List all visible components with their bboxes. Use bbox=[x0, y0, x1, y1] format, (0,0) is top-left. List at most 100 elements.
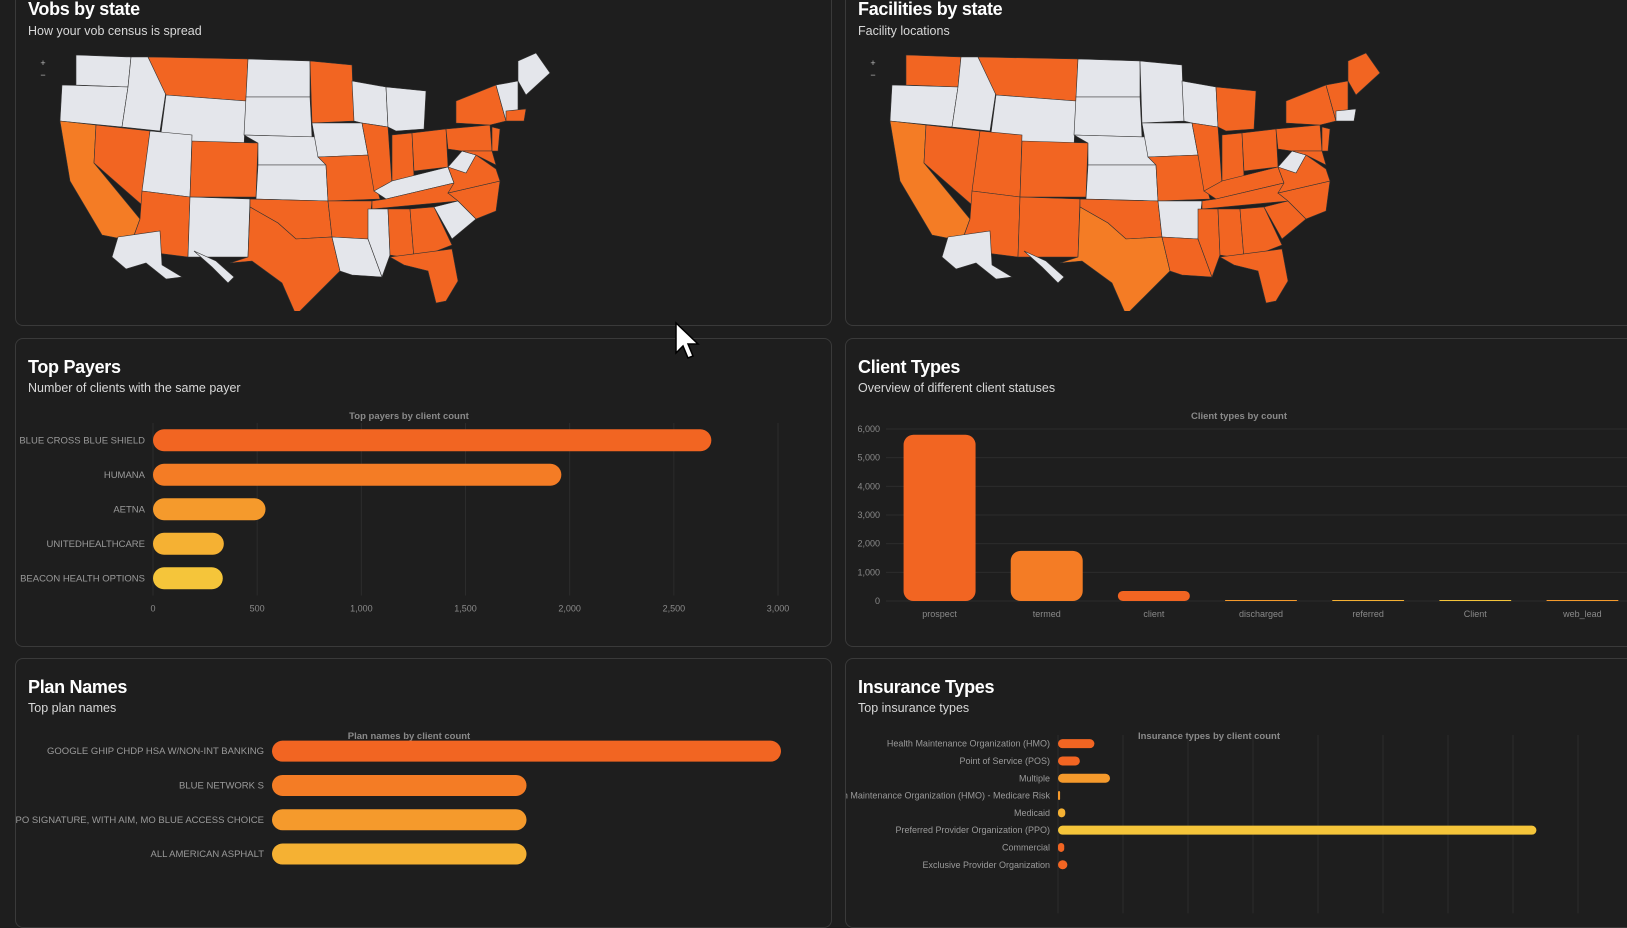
state-oh[interactable] bbox=[1241, 128, 1279, 172]
y-category-label: Exclusive Provider Organization bbox=[922, 860, 1050, 870]
state-in[interactable] bbox=[391, 132, 415, 182]
x-category-label: referred bbox=[1352, 609, 1384, 619]
state-la[interactable] bbox=[1161, 236, 1213, 278]
bar bbox=[903, 434, 976, 601]
state-md[interactable] bbox=[1291, 150, 1327, 166]
state-sd[interactable] bbox=[243, 96, 313, 138]
state-wi[interactable] bbox=[1181, 80, 1219, 128]
state-wa[interactable] bbox=[905, 54, 962, 88]
bar bbox=[1058, 860, 1068, 870]
state-ma[interactable] bbox=[505, 108, 527, 122]
state-me[interactable] bbox=[1347, 52, 1381, 96]
x-tick-label: 1,000 bbox=[350, 604, 373, 614]
zoom-in-button[interactable]: + bbox=[40, 58, 46, 68]
state-nm[interactable] bbox=[187, 196, 251, 258]
state-ny[interactable] bbox=[455, 84, 507, 126]
bar bbox=[272, 774, 527, 796]
state-sd[interactable] bbox=[1073, 96, 1143, 138]
chart-title: Insurance types by client count bbox=[1138, 731, 1281, 742]
state-al[interactable] bbox=[387, 208, 415, 260]
x-category-label: discharged bbox=[1239, 609, 1283, 619]
state-mo[interactable] bbox=[1147, 154, 1211, 202]
state-mn[interactable] bbox=[309, 60, 355, 124]
top-payers-card: Top Payers Number of clients with the sa… bbox=[15, 338, 832, 647]
bar bbox=[272, 809, 527, 831]
state-ks[interactable] bbox=[1085, 164, 1159, 202]
state-in[interactable] bbox=[1221, 132, 1245, 182]
state-al[interactable] bbox=[1217, 208, 1245, 260]
state-nm[interactable] bbox=[1017, 196, 1081, 258]
state-hi[interactable] bbox=[193, 250, 235, 284]
state-nj[interactable] bbox=[491, 126, 501, 152]
state-tx[interactable] bbox=[229, 206, 341, 311]
state-mi[interactable] bbox=[1215, 86, 1257, 132]
y-tick-label: 0 bbox=[875, 596, 880, 606]
state-nd[interactable] bbox=[1075, 58, 1141, 98]
state-la[interactable] bbox=[331, 236, 383, 278]
vobs-by-state-card: Vobs by state How your vob census is spr… bbox=[15, 0, 832, 326]
state-ia[interactable] bbox=[311, 122, 369, 158]
state-ut[interactable] bbox=[971, 130, 1023, 198]
state-ak[interactable] bbox=[941, 230, 1013, 280]
state-ia[interactable] bbox=[1141, 122, 1199, 158]
state-mo[interactable] bbox=[317, 154, 381, 202]
state-ma[interactable] bbox=[1335, 108, 1357, 122]
zoom-out-button[interactable]: − bbox=[40, 70, 46, 80]
state-fl[interactable] bbox=[389, 248, 459, 304]
state-ar[interactable] bbox=[327, 200, 373, 240]
client-types-subtitle: Overview of different client statuses bbox=[858, 381, 1056, 395]
state-ks[interactable] bbox=[255, 164, 329, 202]
bar bbox=[1332, 600, 1405, 601]
us-map-facilities[interactable] bbox=[886, 51, 1406, 311]
bar bbox=[272, 843, 527, 865]
state-hi[interactable] bbox=[1023, 250, 1065, 284]
state-md[interactable] bbox=[461, 150, 497, 166]
y-tick-label: 6,000 bbox=[857, 424, 880, 434]
insurance-types-card: Insurance Types Top insurance types Insu… bbox=[845, 658, 1627, 928]
vobs-title: Vobs by state bbox=[28, 0, 140, 19]
x-tick-label: 1,500 bbox=[454, 604, 477, 614]
facilities-subtitle: Facility locations bbox=[858, 24, 950, 38]
state-ny[interactable] bbox=[1285, 84, 1337, 126]
zoom-in-button[interactable]: + bbox=[870, 58, 876, 68]
state-wi[interactable] bbox=[351, 80, 389, 128]
state-co[interactable] bbox=[189, 140, 259, 198]
state-ms[interactable] bbox=[1197, 208, 1221, 278]
state-mi[interactable] bbox=[385, 86, 427, 132]
state-oh[interactable] bbox=[411, 128, 449, 172]
state-mn[interactable] bbox=[1139, 60, 1185, 124]
state-pa[interactable] bbox=[445, 124, 493, 152]
state-or[interactable] bbox=[889, 84, 959, 128]
chart-title: Top payers by client count bbox=[349, 411, 469, 422]
state-wa[interactable] bbox=[75, 54, 132, 88]
bar bbox=[153, 567, 223, 590]
us-map-vobs[interactable] bbox=[56, 51, 576, 311]
plan-names-chart: Plan names by client count GOOGLE GHIP CH… bbox=[16, 731, 781, 865]
state-ms[interactable] bbox=[367, 208, 391, 278]
state-me[interactable] bbox=[517, 52, 551, 96]
bar bbox=[272, 740, 781, 762]
client-types-title: Client Types bbox=[858, 357, 961, 377]
y-category-label: GOOGLE GHIP CHDP HSA W/NON-INT BANKING bbox=[47, 746, 264, 757]
x-tick-label: 3,000 bbox=[767, 604, 790, 614]
bar bbox=[1058, 739, 1095, 749]
state-nj[interactable] bbox=[1321, 126, 1331, 152]
y-tick-label: 2,000 bbox=[857, 539, 880, 549]
state-nd[interactable] bbox=[245, 58, 311, 98]
zoom-out-button[interactable]: − bbox=[870, 70, 876, 80]
bar bbox=[153, 463, 562, 486]
state-pa[interactable] bbox=[1275, 124, 1323, 152]
bar bbox=[1058, 808, 1066, 818]
state-co[interactable] bbox=[1019, 140, 1089, 198]
state-fl[interactable] bbox=[1219, 248, 1289, 304]
y-category-label: Multiple bbox=[1019, 773, 1050, 783]
state-ak[interactable] bbox=[111, 230, 183, 280]
state-or[interactable] bbox=[59, 84, 129, 128]
top-payers-subtitle: Number of clients with the same payer bbox=[28, 381, 241, 395]
bar bbox=[1225, 600, 1297, 601]
bar bbox=[1058, 842, 1065, 852]
state-tx[interactable] bbox=[1059, 206, 1171, 311]
state-ar[interactable] bbox=[1157, 200, 1203, 240]
state-ut[interactable] bbox=[141, 130, 193, 198]
facilities-title: Facilities by state bbox=[858, 0, 1003, 19]
